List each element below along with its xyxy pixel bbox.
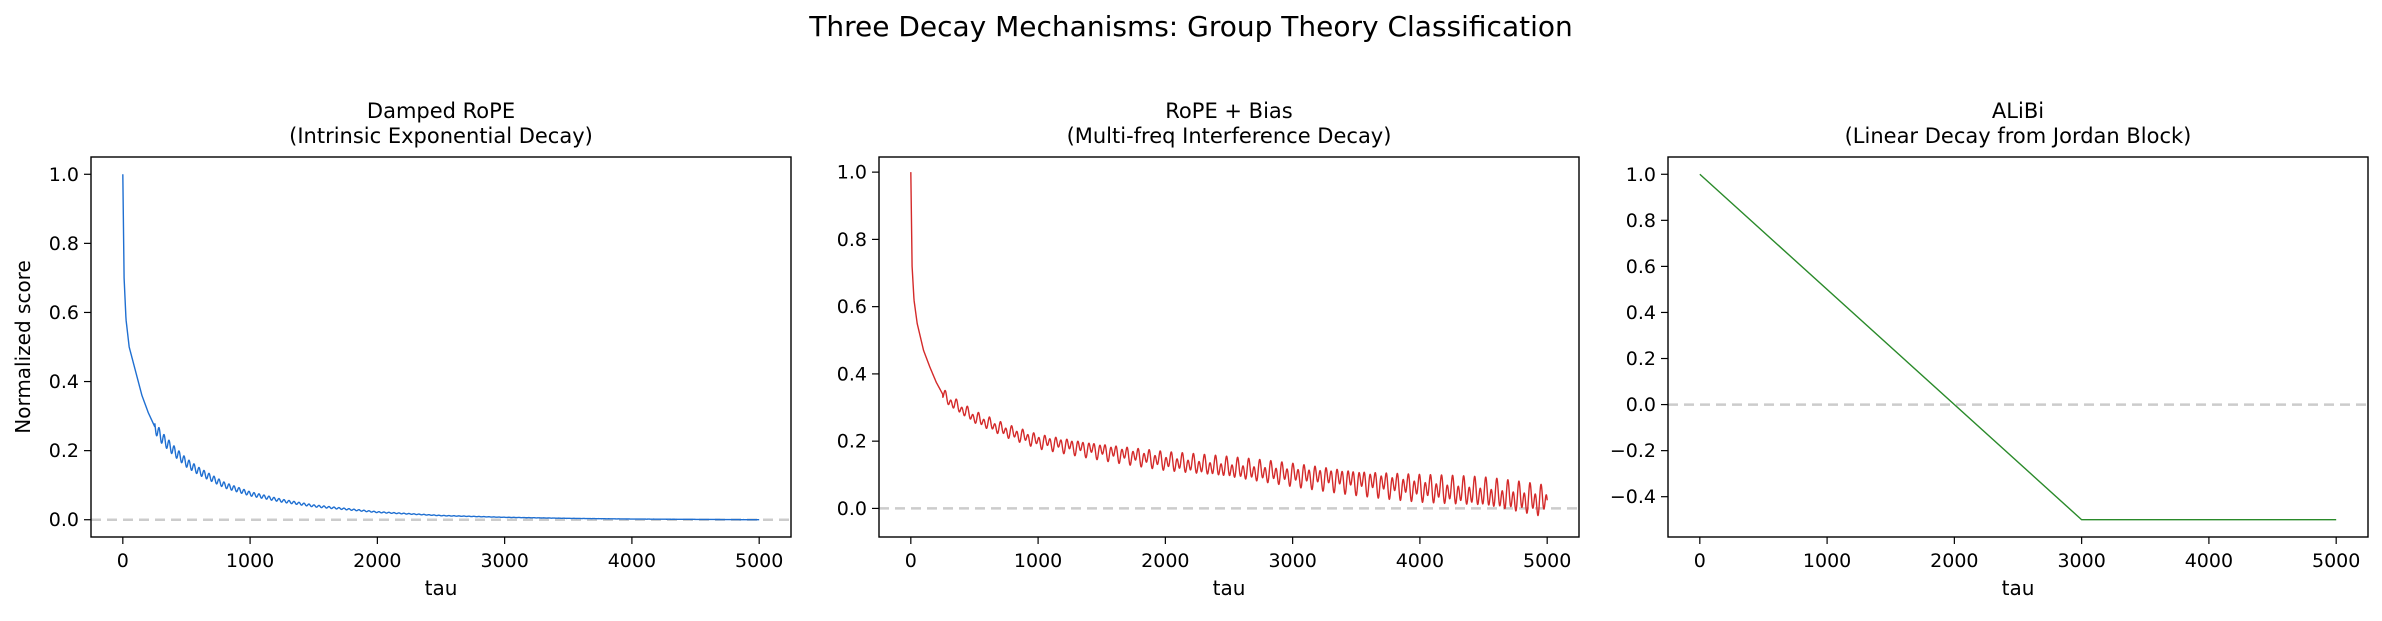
- panel-title-3-line-2: (Linear Decay from Jordan Block): [1845, 124, 2192, 148]
- x-tick-label: 3000: [480, 550, 528, 572]
- panel-title-1-line-1: Damped RoPE: [367, 99, 515, 123]
- y-tick-label: 1.0: [1626, 164, 1656, 186]
- series-line-1-1: [122, 174, 760, 521]
- x-tick-label: 0: [117, 550, 129, 572]
- y-tick-label: 0.2: [837, 431, 867, 453]
- x-tick-label: 3000: [2057, 550, 2105, 572]
- series-line-2-1: [910, 172, 1548, 517]
- chart-panel-3: ALiBi(Linear Decay from Jordan Block) 0 10…: [1610, 99, 2369, 600]
- x-tick-label: 2000: [1930, 550, 1978, 572]
- x-axis-label: tau: [425, 576, 458, 600]
- chart-panel-1: Damped RoPE(Intrinsic Exponential Decay)…: [11, 99, 792, 600]
- x-tick-label: 1000: [1803, 550, 1851, 572]
- x-axis-label: tau: [1213, 576, 1246, 600]
- panel-title-2-line-2: (Multi-freq Interference Decay): [1067, 124, 1392, 148]
- figure-title: Three Decay Mechanisms: Group Theory Cla…: [808, 10, 1573, 43]
- y-tick-label: −0.2: [1610, 440, 1656, 462]
- y-tick-label: 0.4: [49, 371, 79, 393]
- x-tick-label: 1000: [226, 550, 274, 572]
- y-axis-label: Normalized score: [11, 260, 35, 434]
- y-tick-label: 1.0: [49, 164, 79, 186]
- x-tick-label: 0: [1694, 550, 1706, 572]
- x-tick-label: 1000: [1014, 550, 1062, 572]
- x-axis-label: tau: [2002, 576, 2035, 600]
- y-tick-label: 0.6: [1626, 256, 1656, 278]
- series-line-3-1: [1699, 173, 2337, 521]
- x-tick-label: 4000: [2185, 550, 2233, 572]
- axes-frame: [1667, 156, 2369, 538]
- axes-frame: [90, 156, 792, 538]
- chart-panel-2: RoPE + Bias(Multi-freq Interference Deca…: [837, 99, 1580, 600]
- y-tick-label: 0.2: [1626, 348, 1656, 370]
- x-tick-label: 2000: [353, 550, 401, 572]
- x-tick-label: 0: [905, 550, 917, 572]
- y-tick-label: 0.4: [837, 363, 867, 385]
- axes-frame: [878, 156, 1580, 538]
- y-tick-label: 0.6: [837, 296, 867, 318]
- y-tick-label: 0.6: [49, 302, 79, 324]
- x-tick-label: 4000: [1396, 550, 1444, 572]
- x-tick-label: 2000: [1141, 550, 1189, 572]
- panel-title-3-line-1: ALiBi: [1992, 99, 2044, 123]
- x-tick-label: 5000: [1523, 550, 1571, 572]
- x-tick-label: 5000: [2312, 550, 2360, 572]
- y-tick-label: 0.8: [1626, 210, 1656, 232]
- y-tick-label: 0.0: [1626, 394, 1656, 416]
- x-tick-label: 4000: [608, 550, 656, 572]
- y-tick-label: 0.0: [837, 498, 867, 520]
- panel-title-1-line-2: (Intrinsic Exponential Decay): [289, 124, 593, 148]
- y-tick-label: 0.0: [49, 509, 79, 531]
- x-tick-label: 5000: [735, 550, 783, 572]
- y-tick-label: 0.8: [837, 229, 867, 251]
- y-tick-label: 1.0: [837, 162, 867, 184]
- y-tick-label: 0.4: [1626, 302, 1656, 324]
- x-tick-label: 3000: [1268, 550, 1316, 572]
- panel-title-2-line-1: RoPE + Bias: [1165, 99, 1292, 123]
- y-tick-label: 0.2: [49, 440, 79, 462]
- y-tick-label: −0.4: [1610, 486, 1656, 508]
- y-tick-label: 0.8: [49, 233, 79, 255]
